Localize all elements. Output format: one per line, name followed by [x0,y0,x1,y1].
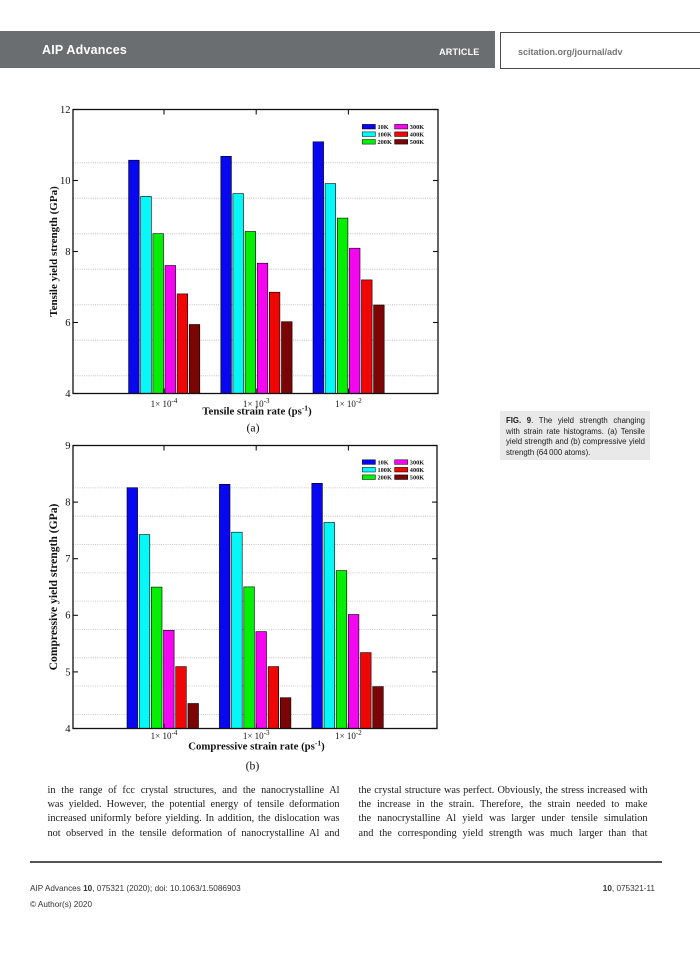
svg-text:Tensile strain rate (ps-1): Tensile strain rate (ps-1) [202,404,312,418]
svg-text:7: 7 [65,554,70,565]
svg-text:1× 10-3: 1× 10-3 [243,397,270,409]
svg-text:10K: 10K [378,459,389,466]
svg-text:100K: 100K [378,467,392,474]
svg-text:5: 5 [65,667,70,678]
svg-text:1× 10-3: 1× 10-3 [243,729,270,741]
svg-text:12: 12 [60,105,71,116]
svg-text:300K: 300K [410,124,424,131]
svg-text:10K: 10K [378,124,389,131]
svg-text:400K: 400K [410,131,424,138]
svg-text:10: 10 [60,176,71,187]
svg-text:300K: 300K [410,459,424,466]
svg-text:Compressive yield strength (GP: Compressive yield strength (GPa) [47,504,60,671]
svg-text:1× 10-4: 1× 10-4 [151,729,178,741]
svg-text:500K: 500K [410,139,424,146]
svg-text:8: 8 [65,498,70,509]
svg-text:500K: 500K [410,474,424,481]
svg-text:100K: 100K [378,131,392,138]
svg-text:4: 4 [65,724,71,735]
svg-text:400K: 400K [410,467,424,474]
svg-text:6: 6 [65,318,70,329]
svg-text:9: 9 [65,441,70,452]
svg-text:200K: 200K [378,139,392,146]
svg-text:200K: 200K [378,474,392,481]
svg-text:Compressive strain rate (ps-1): Compressive strain rate (ps-1) [188,739,325,753]
svg-text:(b): (b) [246,759,260,773]
svg-text:8: 8 [65,247,70,258]
svg-text:Tensile yield strength (GPa): Tensile yield strength (GPa) [48,186,60,317]
svg-text:(a): (a) [246,421,259,435]
svg-text:4: 4 [65,389,71,400]
svg-text:1× 10-2: 1× 10-2 [335,397,362,409]
svg-text:1× 10-4: 1× 10-4 [151,397,178,409]
svg-text:6: 6 [65,611,70,622]
svg-text:1× 10-2: 1× 10-2 [335,729,362,741]
